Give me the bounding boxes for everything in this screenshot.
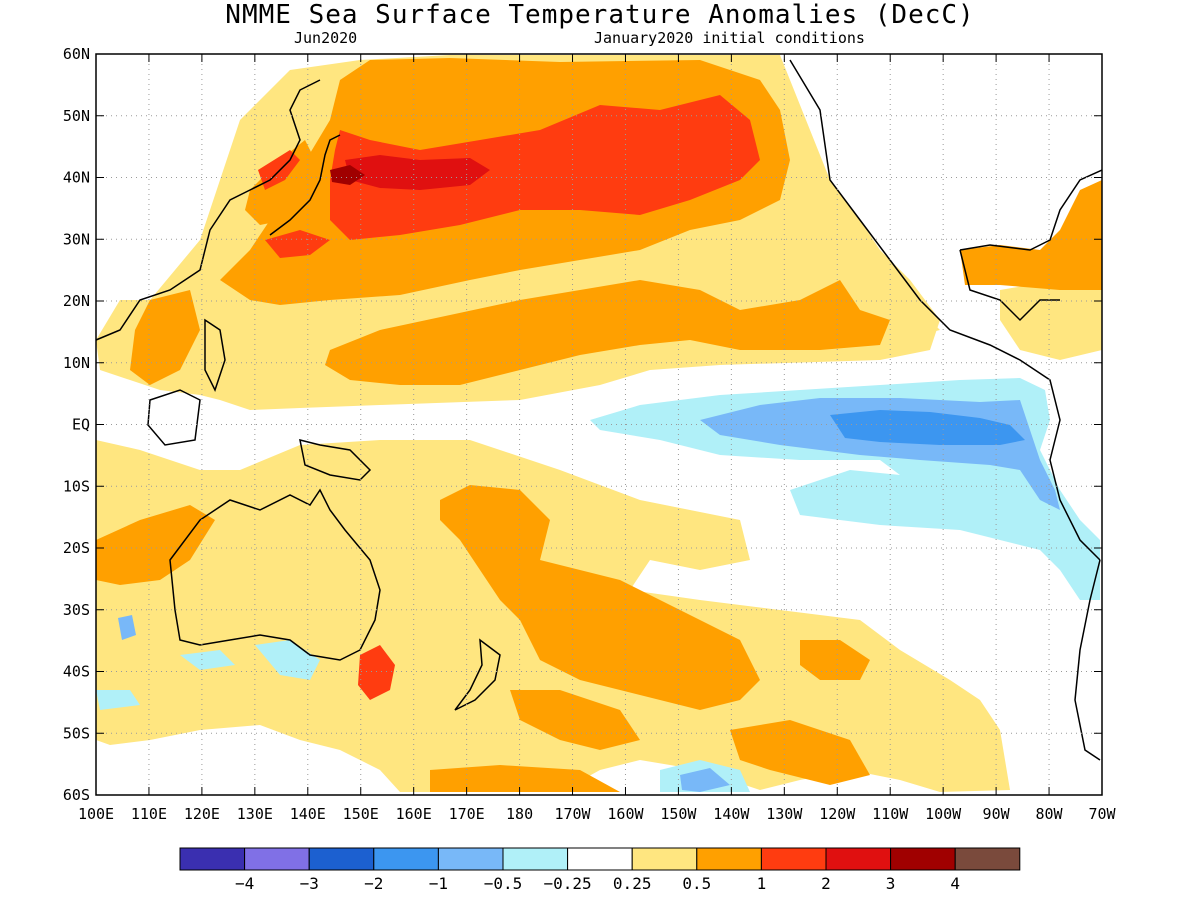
initial-conditions-label: January2020 initial conditions (594, 29, 865, 47)
southwest-cyan-region-2 (180, 650, 235, 670)
colorbar-swatch (437, 847, 504, 871)
south-america-coast (1074, 559, 1101, 761)
colorbar-label: −1 (429, 874, 448, 893)
lon-tick-label: 80W (1036, 805, 1064, 823)
indian-ocean-orange-region (96, 505, 215, 585)
borneo-coast (147, 389, 201, 446)
southern-orange-region-2 (430, 765, 620, 792)
new-zealand-coast (454, 638, 501, 711)
lat-tick-label: 10N (63, 354, 90, 372)
lat-tick-label: EQ (72, 416, 90, 434)
us-east-orange-region (960, 180, 1102, 290)
valid-month-label: Jun2020 (294, 29, 358, 47)
kuroshio-red-region (330, 95, 760, 240)
colorbar-label: −0.25 (544, 874, 592, 893)
colorbar-swatch (373, 847, 439, 871)
colorbar-swatch (244, 847, 310, 871)
colorbar-label: 0.25 (613, 874, 652, 893)
lat-tick-label: 50N (63, 107, 90, 125)
southern-orange-region (510, 690, 640, 750)
asia-coast (96, 79, 321, 341)
japan-coast-orange-region (245, 140, 320, 225)
colorbar-label: −2 (364, 874, 383, 893)
lat-tick-label: 30N (63, 230, 90, 248)
maritime-orange-region (130, 290, 200, 385)
lon-tick-label: 130E (237, 805, 273, 823)
lat-tick-label: 40S (63, 663, 90, 681)
cold-tongue-core-region (830, 410, 1025, 445)
map-title: NMME Sea Surface Temperature Anomalies (… (225, 0, 975, 30)
new-guinea-coast (299, 438, 372, 481)
lon-tick-label: 110E (131, 805, 167, 823)
south-pacific-orange-east (800, 640, 870, 680)
colorbar-swatch (760, 847, 827, 871)
colorbar-label: 3 (886, 874, 896, 893)
map-gridlines (96, 54, 1102, 795)
lon-tick-label: 160E (396, 805, 432, 823)
colorbar-swatch (502, 847, 569, 871)
lon-tick-label: 170E (449, 805, 485, 823)
colorbar-label: 0.5 (682, 874, 711, 893)
southeast-orange-region (730, 720, 870, 785)
colorbar-label: 2 (821, 874, 831, 893)
lat-tick-label: 60N (63, 45, 90, 63)
lat-tick-label: 40N (63, 169, 90, 187)
southern-blue-spot (680, 768, 730, 792)
colorbar: −4 −3 −2 −1 −0.5 −0.25 0.25 0.5 1 2 3 4 (179, 847, 1021, 893)
lat-tick-label: 20S (63, 539, 90, 557)
lon-tick-label: 70W (1088, 805, 1116, 823)
colorbar-swatch (567, 847, 633, 871)
colorbar-swatch (890, 847, 956, 871)
colorbar-label: −4 (235, 874, 254, 893)
kuroshio-red-west (265, 230, 330, 258)
colorbar-label: 4 (950, 874, 960, 893)
lon-tick-label: 130W (766, 805, 803, 823)
colorbar-swatch (825, 847, 892, 871)
lon-tick-label: 90W (983, 805, 1011, 823)
colorbar-label: 1 (757, 874, 767, 893)
subtropical-orange-band (325, 280, 890, 385)
lon-tick-label: 110W (872, 805, 909, 823)
lon-tick-label: 120W (819, 805, 856, 823)
anomaly-fields (96, 55, 1102, 792)
southwest-cyan-region-3 (96, 690, 140, 710)
colorbar-label: −0.5 (484, 874, 523, 893)
kuroshio-core-region (345, 155, 490, 190)
caribbean-yellow-region (1000, 280, 1102, 360)
lon-tick-label: 100E (78, 805, 114, 823)
colorbar-swatch (954, 847, 1021, 871)
kuroshio-peak-region (330, 165, 365, 185)
colorbar-label: −3 (300, 874, 319, 893)
lat-tick-label: 30S (63, 601, 90, 619)
lon-tick-label: 140W (713, 805, 750, 823)
gulf-coast (959, 249, 1060, 322)
lon-tick-label: 100W (925, 805, 962, 823)
axis-ticks: 60N50N40N30N20N10NEQ10S20S30S40S50S60S10… (63, 45, 1117, 823)
lon-tick-label: 180 (506, 805, 533, 823)
lon-tick-label: 140E (290, 805, 326, 823)
lat-tick-label: 20N (63, 292, 90, 310)
lat-tick-label: 50S (63, 724, 90, 742)
australia-coast (169, 488, 381, 661)
colorbar-swatch (179, 847, 246, 871)
us-east-coast (959, 169, 1102, 251)
lon-tick-label: 150W (660, 805, 697, 823)
lon-tick-label: 150E (343, 805, 379, 823)
tasman-red-region (358, 645, 395, 700)
lat-tick-label: 10S (63, 477, 90, 495)
lat-tick-label: 60S (63, 786, 90, 804)
south-pacific-orange-region (440, 485, 760, 710)
colorbar-swatch (308, 847, 375, 871)
lon-tick-label: 160W (607, 805, 644, 823)
lon-tick-label: 120E (184, 805, 220, 823)
colorbar-swatch (696, 847, 762, 871)
philippines-coast (204, 318, 226, 392)
japan-coast (269, 134, 341, 236)
lon-tick-label: 170W (554, 805, 591, 823)
colorbar-swatch (631, 847, 698, 871)
southwest-blue-spot (118, 615, 136, 640)
